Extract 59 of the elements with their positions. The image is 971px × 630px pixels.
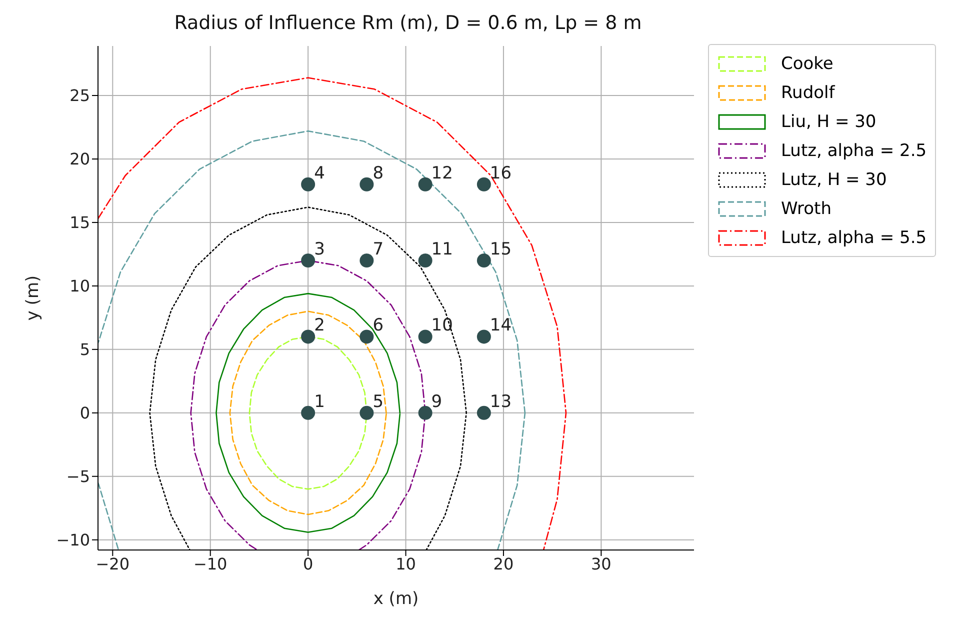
chart-title: Radius of Influence Rm (m), D = 0.6 m, Lp = 8 m xyxy=(173,12,643,34)
legend-label: Lutz, alpha = 2.5 xyxy=(781,140,927,160)
x-axis-title: x (m) xyxy=(373,589,419,609)
x-tick-label: −10 xyxy=(193,554,228,574)
x-tick-label: 30 xyxy=(591,554,612,574)
annotation: 7 xyxy=(372,240,384,260)
point xyxy=(360,177,374,192)
legend-label: Lutz, alpha = 5.5 xyxy=(781,228,927,248)
annotation: 14 xyxy=(490,316,512,336)
annotation: 9 xyxy=(431,392,442,412)
point xyxy=(301,406,316,420)
legend-label: Wroth xyxy=(781,198,832,218)
legend-label: Cooke xyxy=(781,54,834,74)
annotation: 10 xyxy=(431,316,453,336)
point xyxy=(476,406,491,420)
y-tick-label: 10 xyxy=(70,276,90,296)
point xyxy=(476,254,491,268)
point xyxy=(418,330,432,344)
x-tick-label: 20 xyxy=(493,554,514,574)
annotation: 11 xyxy=(431,240,453,260)
point xyxy=(301,177,316,192)
annotation: 1 xyxy=(314,392,325,412)
legend-label: Lutz, H = 30 xyxy=(781,170,887,190)
point xyxy=(360,406,374,420)
y-tick-label: 20 xyxy=(70,150,90,169)
annotation: 8 xyxy=(372,163,384,184)
x-tick-label: 10 xyxy=(396,554,416,574)
y-tick-label: −10 xyxy=(56,530,90,550)
y-tick-label: 15 xyxy=(70,213,90,232)
y-tick-label: 5 xyxy=(80,340,90,360)
y-tick-label: −5 xyxy=(66,467,90,486)
point xyxy=(360,330,374,344)
line-series xyxy=(216,292,401,533)
point xyxy=(418,177,432,192)
annotation: 2 xyxy=(314,316,325,336)
y-axis-title: y (m) xyxy=(23,275,44,321)
point xyxy=(418,406,432,420)
point xyxy=(301,330,316,344)
point xyxy=(418,254,432,268)
legend-label: Rudolf xyxy=(781,82,835,102)
y-tick-label: 0 xyxy=(80,404,90,423)
legend-label: Liu, H = 30 xyxy=(781,112,876,132)
annotation: 3 xyxy=(314,240,325,260)
annotation: 16 xyxy=(490,163,512,184)
line-series xyxy=(98,77,567,550)
annotation: 12 xyxy=(431,163,453,184)
y-tick-label: 25 xyxy=(70,86,90,106)
annotation: 5 xyxy=(372,392,384,412)
point xyxy=(360,254,374,268)
annotation: 15 xyxy=(490,240,512,260)
annotation: 4 xyxy=(314,163,325,184)
line-series xyxy=(229,310,387,516)
point xyxy=(476,330,491,344)
annotation: 13 xyxy=(490,392,512,412)
point xyxy=(476,177,491,192)
x-tick-label: 0 xyxy=(302,554,314,574)
point xyxy=(301,254,316,268)
x-tick-label: −20 xyxy=(96,554,130,574)
annotation: 6 xyxy=(372,316,384,336)
